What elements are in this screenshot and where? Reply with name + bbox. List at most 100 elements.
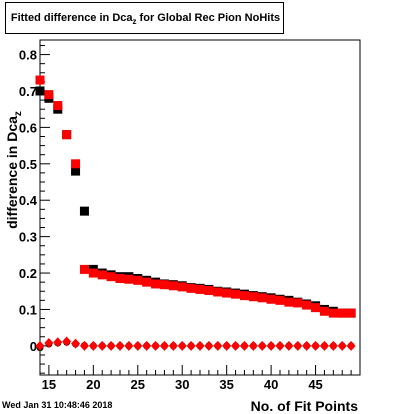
plot-frame	[39, 39, 361, 376]
y-tick-label: 0	[30, 339, 37, 354]
diamond-marker	[222, 340, 232, 351]
square-marker	[71, 166, 81, 176]
square-marker	[222, 288, 232, 298]
square-marker	[319, 306, 329, 316]
chart-title-suffix: for Global Rec Pion NoHits	[136, 12, 281, 24]
diamond-marker	[44, 337, 54, 348]
y-tick-label: 0.7	[19, 84, 37, 99]
x-tick-label: 30	[175, 377, 189, 392]
diamond-marker	[311, 340, 321, 351]
square-marker	[257, 293, 267, 303]
diamond-marker	[168, 340, 178, 351]
diamond-marker	[53, 337, 63, 348]
x-tick-label: 25	[131, 377, 145, 392]
square-marker	[53, 101, 63, 111]
y-axis: 0 0.1 0.2 0.3 0.4 0.5 0.6 0.7 0.8	[19, 44, 50, 374]
diamond-marker	[71, 338, 81, 349]
y-tick-label: 0.6	[19, 120, 37, 135]
diamond-marker	[195, 340, 205, 351]
square-marker	[239, 291, 249, 301]
diamond-marker	[284, 340, 294, 351]
square-marker	[142, 277, 152, 287]
square-marker	[79, 264, 89, 274]
diamond-marker	[97, 340, 107, 351]
diamond-marker	[239, 340, 249, 351]
diamond-marker	[35, 340, 45, 351]
square-marker	[346, 308, 356, 318]
square-marker	[213, 287, 223, 297]
square-marker	[266, 294, 276, 304]
diamond-marker	[302, 340, 312, 351]
chart-title: Fitted difference in Dcaz for Global Rec…	[6, 12, 285, 26]
y-axis-label-subscript: z	[13, 111, 24, 116]
diamond-marker	[79, 340, 89, 351]
square-marker	[248, 292, 258, 302]
square-marker	[284, 297, 294, 307]
data-points	[35, 75, 356, 352]
diamond-marker	[231, 340, 241, 351]
square-marker	[302, 300, 312, 310]
x-axis: 15 20 25 30 35 40 45	[39, 365, 361, 392]
y-tick-label: 0.1	[19, 302, 37, 317]
square-marker	[204, 286, 214, 296]
diamond-marker	[62, 336, 72, 347]
square-marker	[124, 274, 134, 284]
diamond-marker	[124, 340, 134, 351]
square-marker	[337, 308, 347, 318]
diamond-marker	[319, 340, 329, 351]
title-box: Fitted difference in Dcaz for Global Rec…	[5, 2, 284, 34]
diamond-marker	[346, 340, 356, 351]
timestamp-footer: Wed Jan 31 10:48:46 2018	[2, 400, 113, 410]
square-marker	[79, 206, 89, 216]
diamond-marker	[186, 340, 196, 351]
square-marker	[275, 295, 285, 305]
square-marker	[35, 75, 45, 85]
square-marker	[311, 303, 321, 313]
diamond-marker	[328, 340, 338, 351]
diamond-marker	[275, 340, 285, 351]
diamond-marker	[204, 340, 214, 351]
y-tick-label: 0.5	[19, 157, 37, 172]
square-marker	[133, 275, 143, 285]
x-tick-label: 20	[86, 377, 100, 392]
square-marker	[186, 283, 196, 293]
diamond-marker	[88, 340, 98, 351]
square-marker	[231, 289, 241, 299]
chart-title-subscript: z	[132, 17, 137, 27]
square-marker	[168, 281, 178, 291]
square-marker	[62, 130, 72, 140]
x-tick-label: 45	[308, 377, 322, 392]
x-tick-label: 35	[219, 377, 233, 392]
diamond-marker	[248, 340, 258, 351]
diamond-marker	[257, 340, 267, 351]
diamond-marker	[266, 340, 276, 351]
x-tick-label: 40	[264, 377, 278, 392]
square-marker	[293, 298, 303, 308]
square-marker	[115, 274, 125, 284]
square-marker	[35, 86, 45, 96]
y-tick-label: 0.8	[19, 48, 37, 63]
diamond-marker	[142, 340, 152, 351]
y-axis-label: difference in Dcaz	[4, 111, 24, 229]
diamond-marker	[293, 340, 303, 351]
diamond-marker	[115, 340, 125, 351]
diamond-marker	[159, 340, 169, 351]
square-marker	[106, 272, 116, 282]
square-marker	[88, 268, 98, 278]
square-marker	[159, 280, 169, 290]
square-marker	[177, 282, 187, 292]
diamond-marker	[133, 340, 143, 351]
diamond-marker	[106, 340, 116, 351]
square-marker	[151, 279, 161, 289]
y-tick-label: 0.3	[19, 230, 37, 245]
square-marker	[44, 90, 54, 100]
y-axis-label-main: difference in Dca	[4, 116, 20, 229]
diamond-marker	[177, 340, 187, 351]
diamond-marker	[337, 340, 347, 351]
diamond-marker	[213, 340, 223, 351]
diamond-marker	[151, 340, 161, 351]
x-tick-label: 15	[42, 377, 56, 392]
x-axis-label: No. of Fit Points	[251, 398, 359, 414]
square-marker	[328, 308, 338, 318]
